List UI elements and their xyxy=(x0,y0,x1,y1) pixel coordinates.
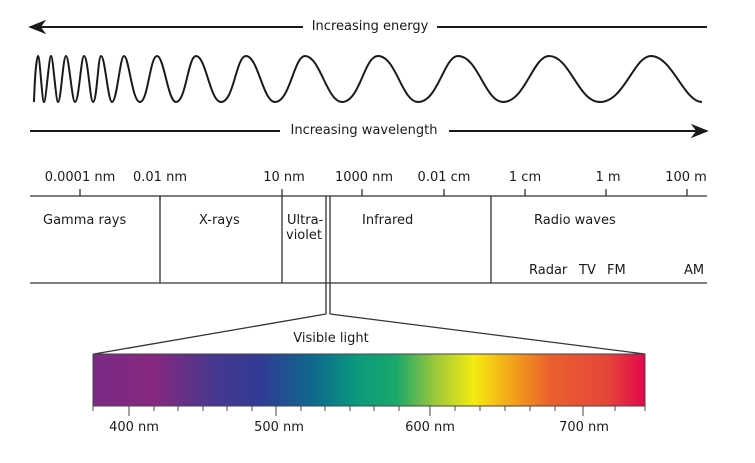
scale-label-0.01nm: 0.01 nm xyxy=(133,170,187,185)
visible-spectrum-bar xyxy=(92,353,646,407)
region-gamma-rays: Gamma rays xyxy=(43,213,127,228)
scale-label-10nm: 10 nm xyxy=(263,170,305,185)
region-radio-waves: Radio waves xyxy=(534,213,616,228)
region-infrared: Infrared xyxy=(362,213,414,228)
visible-tick-700nm: 700 nm xyxy=(559,420,609,435)
visible-tick-500nm: 500 nm xyxy=(254,420,304,435)
scale-label-100m: 100 m xyxy=(665,170,707,185)
region-ultraviolet-2: violet xyxy=(286,228,322,243)
visible-ticks xyxy=(92,406,646,416)
visible-light-title: Visible light xyxy=(293,331,369,346)
radio-sub-fm: FM xyxy=(607,263,626,278)
scale-label-1000nm: 1000 nm xyxy=(334,170,394,185)
scale-label-1cm: 1 cm xyxy=(508,170,542,185)
wave-line xyxy=(33,54,703,104)
radio-sub-am: AM xyxy=(684,263,705,278)
visible-tick-400nm: 400 nm xyxy=(109,420,159,435)
scale-label-0.0001nm: 0.0001 nm xyxy=(44,170,116,185)
visible-tick-600nm: 600 nm xyxy=(405,420,455,435)
region-ultraviolet-1: Ultra- xyxy=(287,213,324,228)
region-x-rays: X-rays xyxy=(199,213,240,228)
scale-ticks xyxy=(79,189,688,314)
radio-sub-tv: TV xyxy=(579,263,596,278)
scale-label-0.01cm: 0.01 cm xyxy=(417,170,471,185)
wavelength-label: Increasing wavelength xyxy=(290,123,438,138)
scale-label-1m: 1 m xyxy=(595,170,621,185)
energy-label: Increasing energy xyxy=(311,19,429,34)
radio-sub-radar: Radar xyxy=(529,263,568,278)
